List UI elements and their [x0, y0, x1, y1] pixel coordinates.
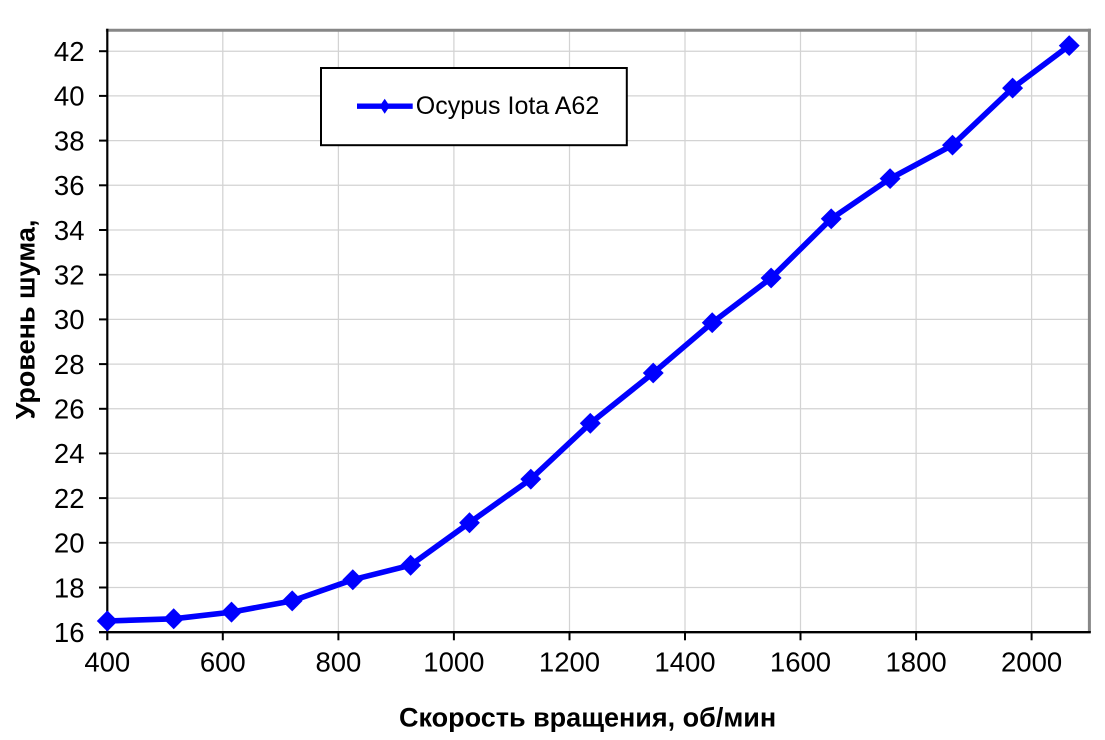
svg-text:16: 16	[54, 617, 85, 648]
svg-text:28: 28	[54, 349, 85, 380]
svg-text:24: 24	[54, 438, 85, 469]
svg-text:1200: 1200	[539, 647, 600, 678]
svg-text:Уровень шума,: Уровень шума,	[11, 220, 41, 420]
svg-text:40: 40	[54, 81, 85, 112]
svg-text:800: 800	[315, 647, 361, 678]
svg-text:42: 42	[54, 36, 85, 67]
svg-text:36: 36	[54, 170, 85, 201]
svg-text:1600: 1600	[770, 647, 831, 678]
svg-text:30: 30	[54, 304, 85, 335]
svg-text:32: 32	[54, 260, 85, 291]
svg-text:1000: 1000	[423, 647, 484, 678]
svg-text:22: 22	[54, 483, 85, 514]
svg-text:400: 400	[84, 647, 130, 678]
svg-text:1400: 1400	[654, 647, 715, 678]
svg-text:18: 18	[54, 572, 85, 603]
svg-text:600: 600	[200, 647, 246, 678]
svg-text:34: 34	[54, 215, 85, 246]
svg-text:1800: 1800	[886, 647, 947, 678]
svg-text:26: 26	[54, 394, 85, 425]
svg-text:38: 38	[54, 125, 85, 156]
svg-text:2000: 2000	[1001, 647, 1062, 678]
svg-text:20: 20	[54, 528, 85, 559]
svg-text:Скорость вращения, об/мин: Скорость вращения, об/мин	[399, 703, 776, 733]
svg-text:Ocypus Iota A62: Ocypus Iota A62	[416, 92, 599, 120]
